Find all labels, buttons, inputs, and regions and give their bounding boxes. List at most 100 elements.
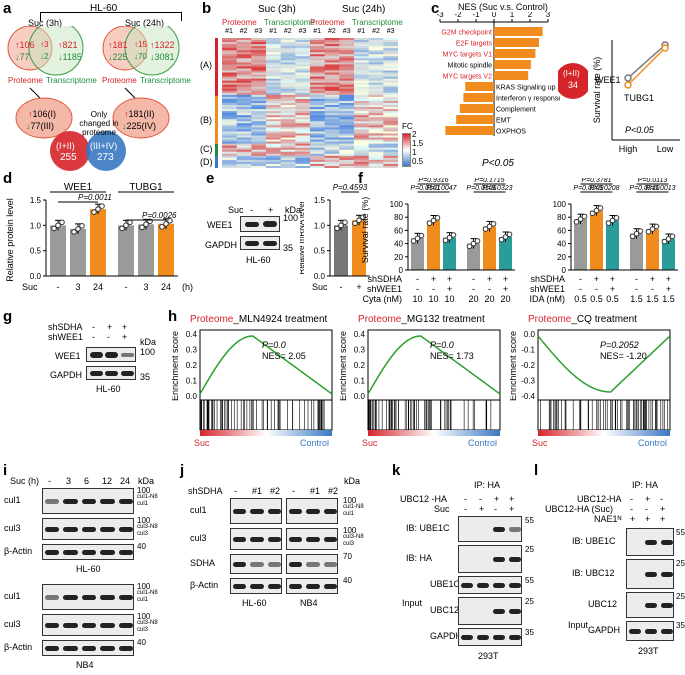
- f-right-row-2-0: 0.5: [574, 294, 587, 304]
- heat-cell: [251, 161, 267, 165]
- i-block2-mark-0-1: cul1: [137, 597, 149, 603]
- heat-cell: [236, 68, 252, 71]
- heat-cell: [222, 80, 237, 83]
- heat-cell: [251, 80, 267, 83]
- heat-cell: [280, 117, 296, 120]
- heat-cell: [354, 143, 369, 146]
- heat-cell: [280, 50, 296, 53]
- l-r3-2: +: [660, 514, 666, 524]
- f-left-bar-2: [443, 237, 456, 270]
- d-cat-2: 24: [93, 282, 103, 292]
- a-v3-up-both: ↑3: [40, 40, 49, 49]
- heat-cell: [383, 139, 398, 142]
- heat-cell: [236, 117, 252, 120]
- heat-cell: [280, 54, 296, 57]
- a-circle3-l2: ↓77(III): [26, 121, 55, 131]
- l-ip: IP: HA: [632, 480, 659, 490]
- e-ytick-label: 1.0: [314, 221, 326, 230]
- f-right-row-1-0: -: [579, 284, 582, 294]
- f-right-bar-0: [574, 219, 587, 270]
- b-fc-label: FC: [402, 122, 413, 131]
- f-right-dot: [661, 238, 668, 245]
- f-left-dot: [502, 234, 509, 240]
- heat-cell: [310, 98, 325, 102]
- g-cell: HL-60: [96, 384, 121, 394]
- heat-cell: [368, 157, 384, 161]
- l-kda-0: 55: [676, 528, 685, 537]
- c-tick-label: -3: [436, 12, 444, 19]
- l-row-label-1: IB: UBC12: [572, 568, 615, 578]
- f-right-row-2-5: 1.5: [662, 294, 675, 304]
- heat-cell: [310, 165, 325, 168]
- k-cell: 293T: [478, 651, 499, 661]
- heat-cell: [222, 141, 237, 144]
- heat-cell: [310, 46, 325, 49]
- a-sum2-label: (III+IV): [90, 141, 118, 151]
- heat-cell: [324, 103, 340, 106]
- h-title-b-1: _MG132 treatment: [401, 314, 485, 325]
- panel-label-k: k: [392, 462, 401, 479]
- heat-cell: [324, 129, 340, 132]
- c-cat-2: MYC targets V1: [443, 52, 493, 59]
- heat-cell: [383, 46, 398, 49]
- h-title-b-2: _CQ treatment: [571, 314, 637, 325]
- f-left-dot: [470, 240, 477, 247]
- heat-cell: [324, 92, 340, 96]
- h-p-0: P=0.0: [262, 340, 286, 350]
- heat-cell: [354, 66, 369, 69]
- f-right-pval-1: P=0.0209: [573, 185, 603, 192]
- h-ytick-1: 0.1: [354, 377, 366, 386]
- heat-cell: [236, 157, 252, 161]
- heat-cell: [310, 72, 325, 75]
- b-bar-c: [215, 144, 218, 156]
- heat-cell: [339, 46, 355, 49]
- heat-cell: [368, 151, 384, 155]
- g-blot-gapdh: [86, 366, 136, 380]
- d-ytick-label: 1.5: [30, 196, 42, 205]
- heat-cell: [295, 147, 311, 151]
- e-dot: [334, 225, 340, 232]
- g-shsdha: shSDHA: [48, 322, 83, 332]
- heat-cell: [383, 131, 398, 134]
- heat-cell: [222, 137, 237, 140]
- heat-cell: [324, 127, 340, 130]
- b-rep-row: #1 #2 #3 #1 #2 #3 #1 #2 #3 #1 #2 #3: [222, 28, 398, 38]
- blot-band: [323, 537, 337, 542]
- heat-cell: [339, 48, 355, 51]
- heat-cell: [266, 115, 281, 118]
- heat-cell: [383, 44, 398, 47]
- l-row3: NAE1ᴺ: [594, 514, 622, 524]
- heat-cell: [266, 94, 281, 98]
- heat-cell: [310, 52, 325, 55]
- heat-cell: [280, 82, 296, 86]
- heat-cell: [236, 145, 252, 148]
- heat-cell: [266, 147, 281, 151]
- a-circle24: [112, 97, 170, 139]
- d-dot: [127, 219, 133, 226]
- heat-cell: [236, 127, 252, 130]
- j-blot-a-3: [230, 578, 282, 594]
- heat-cell: [354, 98, 369, 102]
- heat-cell: [383, 92, 398, 96]
- f-right-dot: [649, 226, 656, 232]
- heat-cell: [295, 72, 311, 75]
- heat-cell: [368, 113, 384, 116]
- d-bar-2: [90, 209, 106, 276]
- blot-band: [233, 584, 247, 589]
- heat-cell: [266, 127, 281, 130]
- j-lane-4: #1: [310, 486, 321, 496]
- heat-cell: [339, 60, 355, 63]
- a-sum2-circle: [86, 131, 126, 171]
- f-right-dot: [665, 236, 672, 242]
- k-row-label-1: IB: HA: [406, 553, 433, 563]
- heat-cell: [266, 66, 281, 69]
- heat-cell: [266, 90, 281, 94]
- h-ytick-0: 0.1: [186, 377, 198, 386]
- a-v24-down-t: ↓3081: [150, 52, 175, 62]
- f-left-row-2-0: 10: [412, 294, 422, 304]
- heat-cell: [280, 135, 296, 138]
- heat-cell: [339, 141, 355, 144]
- heat-cell: [310, 42, 325, 45]
- heat-cell: [295, 46, 311, 49]
- heat-cell: [280, 115, 296, 118]
